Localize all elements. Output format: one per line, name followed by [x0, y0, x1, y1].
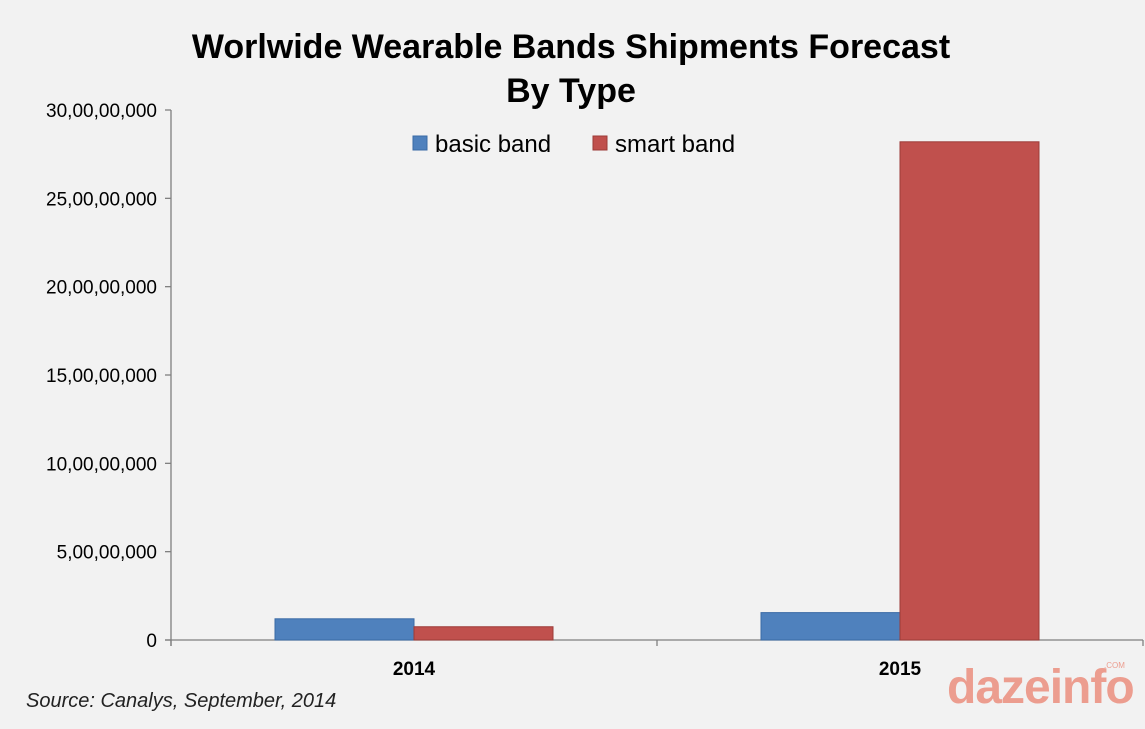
watermark-text: dazeinfo	[947, 661, 1135, 714]
legend: basic band smart band	[412, 131, 735, 158]
source-note: Source: Canalys, September, 2014	[26, 690, 337, 712]
watermark-logo: dazeinfo	[947, 661, 1135, 714]
legend-label: basic band	[435, 131, 551, 158]
y-tick-label: 10,00,00,000	[46, 454, 157, 475]
chart-title: Worlwide Wearable Bands Shipments Foreca…	[192, 28, 950, 66]
bar	[413, 626, 554, 641]
x-tick-label: 2015	[879, 659, 922, 680]
chart-subtitle: By Type	[506, 72, 636, 110]
bar	[899, 141, 1040, 641]
axes: 0 5,00,00,000 10,00,00,000 15,00,00,000 20,0…	[46, 101, 1144, 680]
y-tick-label: 30,00,00,000	[46, 101, 157, 122]
watermark-suffix: .COM	[1104, 661, 1125, 670]
x-tick-label: 2014	[393, 659, 436, 680]
y-tick-label: 25,00,00,000	[46, 189, 157, 210]
bar	[760, 612, 901, 641]
bars	[274, 141, 1040, 641]
y-tick-label: 20,00,00,000	[46, 278, 157, 299]
legend-swatch	[412, 135, 428, 151]
y-tick-label: 15,00,00,000	[46, 366, 157, 387]
legend-swatch	[592, 135, 608, 151]
legend-label: smart band	[615, 131, 735, 158]
y-tick-label: 0	[146, 631, 157, 652]
y-tick-label: 5,00,00,000	[57, 543, 157, 564]
bar	[274, 618, 415, 641]
